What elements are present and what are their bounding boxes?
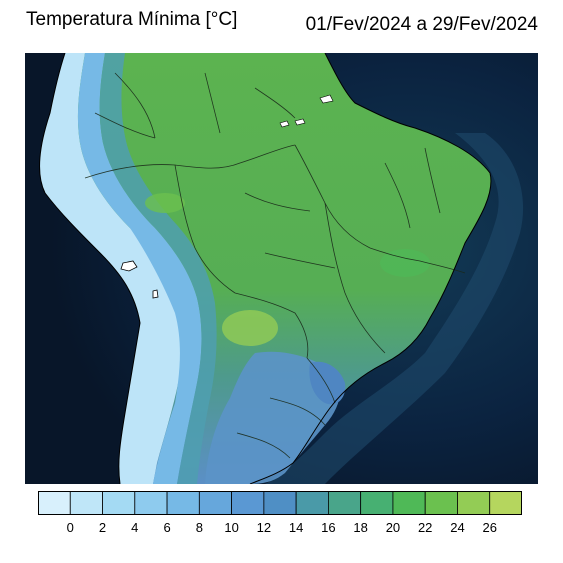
colorbar-bin — [69, 491, 103, 515]
warm-patch-east — [380, 249, 430, 277]
temperature-map — [25, 53, 538, 484]
andes-warm-edge — [99, 53, 217, 484]
map-period: 01/Fev/2024 a 29/Fev/2024 — [305, 14, 538, 35]
colorbar-bin — [295, 491, 329, 515]
colorbar-bin — [166, 491, 200, 515]
amazon-delta-islands — [279, 94, 334, 128]
colorbar-tick-labels: 0 2 4 6 8 10 12 14 16 18 20 22 24 26 — [38, 520, 522, 538]
colorbar-bin — [327, 491, 362, 515]
andes-mid-band — [77, 53, 202, 484]
south-cool-zone — [205, 351, 341, 484]
colorbar-outline — [38, 491, 522, 515]
colorbar-bin — [102, 491, 136, 515]
map-title: Temperatura Mínima [°C] — [26, 9, 238, 30]
temperature-colorbar — [38, 491, 522, 515]
colorbar-tick-label: 0 — [66, 520, 74, 535]
colorbar-tick-label: 10 — [224, 520, 239, 535]
colorbar-tick-label: 26 — [482, 520, 497, 535]
coastal-shelf — [265, 133, 524, 484]
colorbar-bin — [489, 491, 522, 515]
coastline-west — [39, 53, 141, 484]
colorbar-bin — [424, 491, 458, 515]
colorbar-tick-label: 4 — [131, 520, 139, 535]
colorbar-bin — [457, 491, 491, 515]
colorbar-tick-label: 18 — [353, 520, 368, 535]
political-borders — [84, 72, 466, 459]
andes-cold-band — [39, 53, 183, 484]
colorbar-bin — [360, 491, 394, 515]
colorbar-tick-label: 12 — [256, 520, 272, 535]
warm-patch-north — [145, 193, 185, 213]
colorbar-tick-label: 6 — [163, 520, 171, 535]
colorbar-tick-label: 22 — [417, 520, 433, 535]
colorbar-tick-label: 14 — [288, 520, 304, 535]
colorbar-tick-label: 24 — [450, 520, 465, 535]
colorbar-bin — [263, 491, 297, 515]
lake-titicaca — [120, 260, 138, 272]
warm-patch-west — [222, 310, 278, 346]
lake-poopo — [152, 289, 159, 299]
colorbar-tick-label: 2 — [98, 520, 107, 535]
colorbar-bin — [198, 491, 233, 515]
colorbar-bin — [38, 491, 71, 515]
colorbar-tick-label: 16 — [321, 520, 336, 535]
colorbar-tick-label: 20 — [385, 520, 401, 535]
colorbar-bin — [392, 491, 426, 515]
colorbar-bin — [134, 491, 168, 515]
coastline — [249, 53, 492, 484]
colorbar-tick-label: 8 — [195, 520, 203, 535]
colorbar-bin — [231, 491, 265, 515]
